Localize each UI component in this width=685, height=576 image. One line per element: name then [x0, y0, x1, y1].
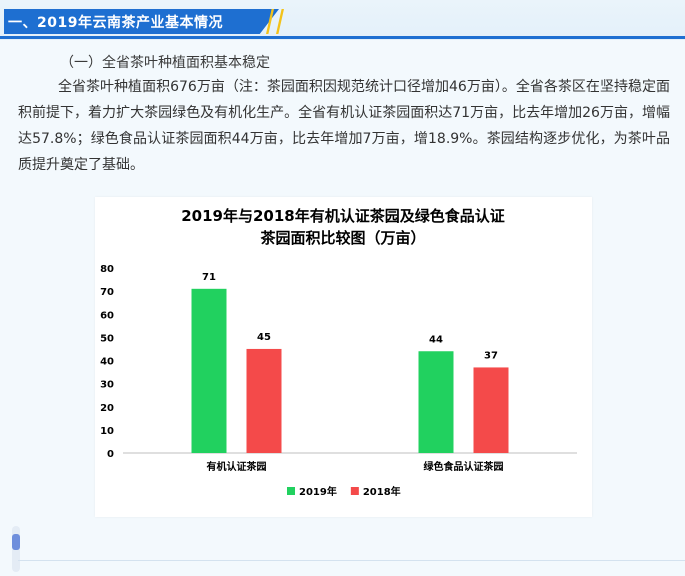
body-paragraph: 全省茶叶种植面积676万亩（注：茶园面积因规范统计口径增加46万亩）。全省各茶区…	[18, 79, 670, 173]
legend-swatch-1	[350, 487, 359, 495]
x-category-label: 绿色食品认证茶园	[424, 460, 504, 473]
bar-current-0	[191, 288, 227, 453]
y-tick-label: 40	[100, 357, 114, 368]
header-stripe-2	[276, 9, 284, 34]
plot-area: 0 10 20 30 40 50 60 70 80 71 45 有机认证茶园 44 37 绿色食品认证茶园 2…	[100, 264, 577, 498]
chart-title-line-2: 茶园面积比较图（万亩）	[260, 229, 425, 247]
bar-data-label: 45	[257, 332, 271, 343]
bar-current-1	[418, 351, 454, 453]
chart-card: 2019年与2018年有机认证茶园及绿色食品认证 茶园面积比较图（万亩） 0 10…	[95, 197, 592, 517]
y-tick-label: 80	[100, 264, 114, 275]
bar-previous-1	[473, 367, 509, 453]
section-title: 一、2019年云南茶产业基本情况	[8, 15, 223, 31]
y-tick-label: 50	[100, 333, 114, 344]
y-tick-label: 30	[100, 380, 114, 391]
legend-label-0: 2019年	[299, 485, 337, 498]
y-tick-label: 0	[107, 449, 114, 460]
header-underline	[0, 36, 685, 39]
section-title-tab	[4, 9, 279, 34]
y-tick-label: 60	[100, 310, 114, 321]
chart-title-line-1: 2019年与2018年有机认证茶园及绿色食品认证	[181, 207, 505, 225]
header-stripe-1	[266, 9, 274, 34]
legend-swatch-0	[287, 487, 295, 495]
y-tick-label: 20	[100, 403, 114, 414]
scrollbar-thumb[interactable]	[12, 534, 20, 550]
bar-previous-0	[246, 348, 282, 453]
y-tick-label: 70	[100, 287, 114, 298]
y-tick-label: 10	[100, 426, 114, 437]
subsection-heading: （一）全省茶叶种植面积基本稳定	[60, 55, 270, 71]
bar-data-label: 71	[202, 272, 216, 283]
bottom-divider	[18, 560, 685, 561]
legend-label-1: 2018年	[363, 485, 401, 498]
bar-data-label: 44	[429, 334, 443, 345]
bar-chart: 2019年与2018年有机认证茶园及绿色食品认证 茶园面积比较图（万亩） 0 10…	[100, 207, 577, 498]
x-category-label: 有机认证茶园	[207, 460, 267, 473]
bar-data-label: 37	[484, 350, 498, 361]
